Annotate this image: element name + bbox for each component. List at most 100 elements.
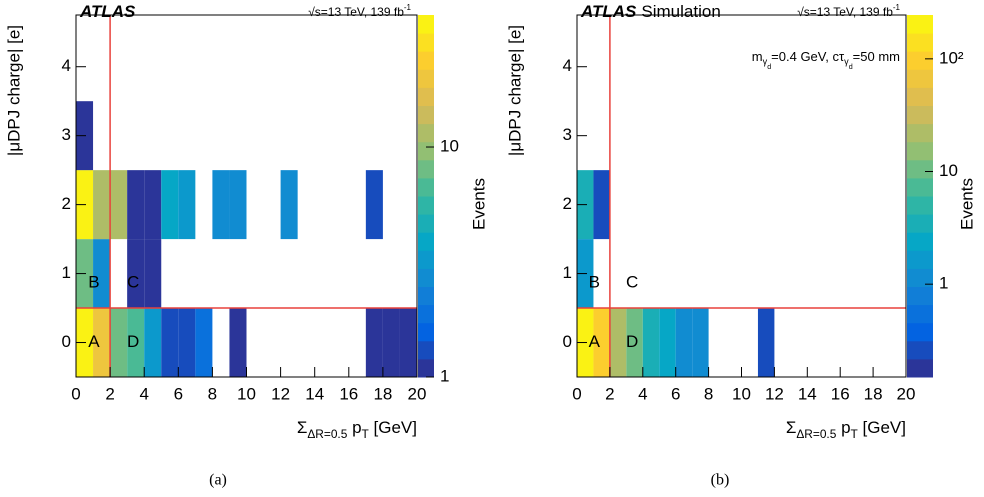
colorbar-band <box>907 286 933 306</box>
energy-text: √s=13 TeV, 139 fb <box>797 5 893 19</box>
experiment-label: ATLAS Simulation <box>580 2 721 21</box>
colorbar-band <box>418 33 434 52</box>
text-part: [GeV] <box>858 418 906 437</box>
x-tick-label: 2 <box>105 384 114 403</box>
colorbar-tick-label: 1 <box>440 366 449 385</box>
colorbar-band <box>907 123 933 143</box>
x-tick-label: 2 <box>605 384 614 403</box>
cell <box>675 308 693 377</box>
cell <box>642 308 660 377</box>
colorbar-title: Events <box>469 178 488 230</box>
region-label: D <box>127 332 139 351</box>
cell <box>144 170 162 240</box>
colorbar-tick-label: 10² <box>939 48 964 67</box>
colorbar-band <box>907 340 933 360</box>
y-tick-label: 0 <box>62 332 71 351</box>
x-tick-label: 20 <box>408 384 427 403</box>
colorbar-band <box>907 232 933 251</box>
cell <box>178 308 196 377</box>
cell <box>161 170 179 240</box>
y-tick-label: 2 <box>563 194 572 213</box>
colorbar-band <box>418 141 434 161</box>
colorbar-band <box>907 177 933 197</box>
colorbar-title: Events <box>957 178 976 230</box>
x-axis-title: ΣΔR=0.5 pT [GeV] <box>297 418 417 441</box>
cell <box>757 308 775 377</box>
x-tick-label: 10 <box>732 384 751 403</box>
x-tick-label: 18 <box>373 384 392 403</box>
colorbar-band <box>907 322 933 342</box>
text-part: m <box>752 49 763 64</box>
annotation: mγd=0.4 GeV, cτγd=50 mm <box>752 49 900 71</box>
text-part: d <box>849 63 853 71</box>
experiment-status: Simulation <box>641 2 720 21</box>
colorbar-tick-label: 1 <box>939 274 948 293</box>
x-tick-label: 10 <box>237 384 256 403</box>
cell <box>161 308 179 377</box>
colorbar-band <box>907 15 933 34</box>
cell <box>127 239 145 309</box>
region-label: A <box>88 332 100 351</box>
cell <box>110 308 128 377</box>
colorbar-band <box>907 69 933 88</box>
text-part: Σ <box>297 418 308 437</box>
colorbar-band <box>907 268 933 287</box>
colorbar-band <box>907 141 933 161</box>
x-tick-label: 8 <box>704 384 713 403</box>
colorbar-band <box>907 51 933 70</box>
cell <box>382 308 400 377</box>
colorbar-band <box>418 196 434 215</box>
y-tick-label: 3 <box>62 125 71 144</box>
x-tick-label: 16 <box>339 384 358 403</box>
cell <box>144 308 162 377</box>
x-tick-label: 8 <box>208 384 217 403</box>
y-tick-label: 2 <box>62 194 71 213</box>
x-tick-label: 16 <box>831 384 850 403</box>
colorbar-tick-label: 10 <box>939 161 958 180</box>
colorbar-band <box>418 214 434 233</box>
cell <box>280 170 298 240</box>
colorbar-band <box>907 196 933 215</box>
text-part: T <box>362 427 369 441</box>
colorbar-band <box>418 250 434 269</box>
colorbar-band <box>418 268 434 287</box>
x-tick-label: 12 <box>271 384 290 403</box>
x-tick-label: 4 <box>139 384 148 403</box>
text-part: ΔR=0.5 <box>307 427 347 441</box>
energy-label: √s=13 TeV, 139 fb-1 <box>308 3 411 19</box>
text-part: =50 mm <box>853 49 900 64</box>
cell <box>593 170 610 240</box>
cell <box>692 308 709 377</box>
cell <box>127 170 145 240</box>
cell <box>93 239 111 309</box>
y-tick-label: 1 <box>563 263 572 282</box>
colorbar-band <box>418 69 434 88</box>
y-tick-label: 0 <box>563 332 572 351</box>
cell <box>195 308 213 377</box>
energy-text: √s=13 TeV, 139 fb <box>308 5 404 19</box>
x-tick-label: 0 <box>572 384 581 403</box>
cell <box>365 308 383 377</box>
cell <box>593 308 610 377</box>
colorbar-tick-label: 10 <box>440 137 459 156</box>
colorbar-band <box>907 304 933 324</box>
cell <box>212 170 230 240</box>
colorbar-band <box>907 159 933 179</box>
text-part: Σ <box>786 418 797 437</box>
colorbar-band <box>418 15 434 34</box>
cell <box>144 239 162 309</box>
y-axis-title: |μDPJ charge| [e] <box>505 25 524 156</box>
energy-label: √s=13 TeV, 139 fb-1 <box>797 3 900 19</box>
text-part: =0.4 GeV, cτ <box>771 49 845 64</box>
x-tick-label: 12 <box>765 384 784 403</box>
colorbar-band <box>418 286 434 306</box>
x-tick-label: 14 <box>305 384 324 403</box>
region-label: D <box>626 332 638 351</box>
colorbar-band <box>418 177 434 197</box>
text-part: ΔR=0.5 <box>796 427 836 441</box>
cell <box>93 308 111 377</box>
experiment-label: ATLAS <box>79 2 136 21</box>
